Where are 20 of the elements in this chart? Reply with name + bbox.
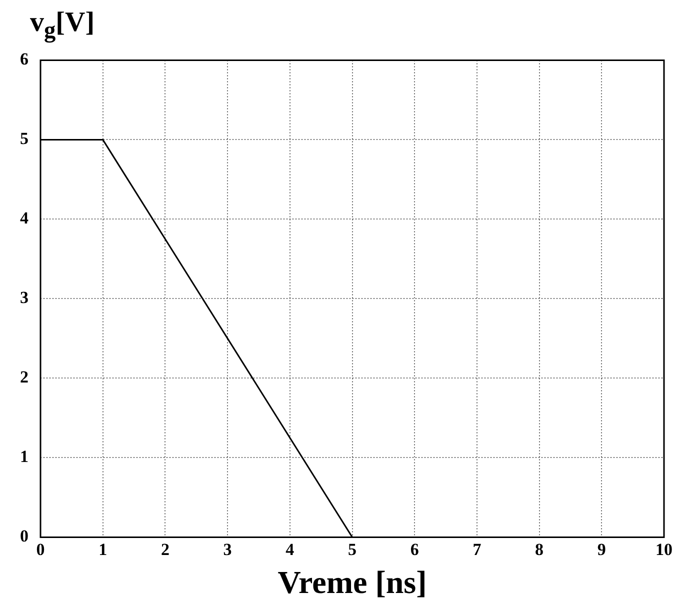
x-tick-label: 7	[472, 540, 482, 559]
x-tick-label: 3	[223, 540, 232, 559]
x-axis-title: Vreme [ns]	[278, 564, 427, 600]
x-tick-label: 6	[410, 540, 419, 559]
x-tick-label: 10	[656, 540, 672, 559]
y-axis-title: v$_{g}$[V]	[29, 7, 96, 44]
y-tick-label: 2	[20, 368, 28, 387]
x-tick-label: 9	[597, 540, 606, 559]
x-tick-label: 0	[36, 540, 45, 559]
x-tick-label: 4	[286, 540, 295, 559]
x-tick-label: 8	[535, 540, 544, 559]
x-tick-label: 5	[348, 540, 356, 559]
y-tick-label: 6	[20, 50, 28, 69]
y-tick-label: 0	[20, 526, 28, 546]
x-tick-label: 2	[160, 540, 170, 559]
y-tick-label: 1	[20, 447, 28, 466]
x-tick-label: 1	[98, 540, 108, 559]
y-tick-label: 3	[20, 288, 28, 308]
y-tick-label: 4	[20, 208, 29, 228]
y-tick-label: 5	[20, 129, 28, 148]
